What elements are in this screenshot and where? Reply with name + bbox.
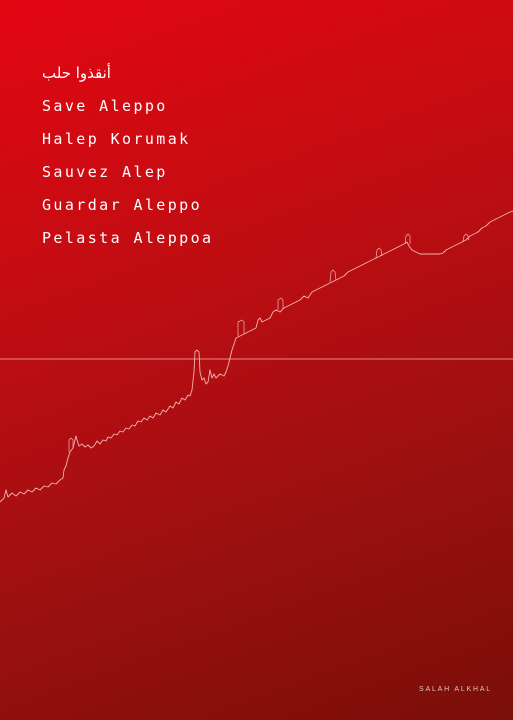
phrase-spanish: Guardar Aleppo [42, 196, 203, 214]
skyline-outline [0, 210, 513, 503]
phrase-finnish: Pelasta Aleppoa [42, 229, 214, 247]
phrase-list: أنقذوا حلب Save Aleppo Halep Korumak Sau… [42, 62, 213, 260]
skyline-towers [68, 233, 470, 452]
phrase-english: Save Aleppo [42, 97, 168, 115]
artist-credit: SALAH ALKHAL [419, 686, 492, 693]
phrase-french: Sauvez Alep [42, 163, 168, 181]
phrase-arabic: أنقذوا حلب [42, 64, 111, 82]
phrase-turkish: Halep Korumak [42, 130, 191, 148]
